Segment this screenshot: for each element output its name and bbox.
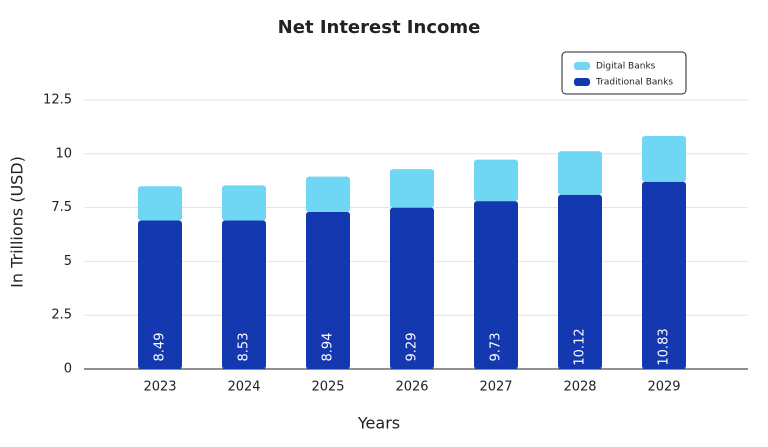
x-tick-label: 2024 bbox=[227, 380, 260, 395]
bar-segment bbox=[474, 201, 518, 369]
total-label: 8.49 bbox=[153, 333, 168, 362]
bar-segment bbox=[306, 211, 350, 369]
y-tick-label: 12.5 bbox=[43, 93, 72, 108]
x-tick-label: 2027 bbox=[479, 380, 512, 395]
bar-segment bbox=[306, 176, 350, 212]
x-tick-label: 2025 bbox=[311, 380, 344, 395]
legend-label: Traditional Banks bbox=[595, 78, 673, 88]
total-label: 9.73 bbox=[489, 333, 504, 362]
y-tick-label: 7.5 bbox=[51, 200, 72, 215]
total-label: 10.12 bbox=[573, 328, 588, 365]
bar-segment bbox=[138, 220, 182, 369]
bar-segment bbox=[222, 185, 266, 221]
total-label: 8.94 bbox=[321, 333, 336, 362]
legend-label: Digital Banks bbox=[596, 62, 656, 72]
bar-segment bbox=[642, 181, 686, 369]
bar-segment bbox=[642, 135, 686, 182]
legend-swatch bbox=[574, 78, 590, 86]
bar-segment bbox=[558, 151, 602, 195]
total-label: 9.29 bbox=[405, 333, 420, 362]
bar-segment bbox=[138, 186, 182, 221]
y-axis-label: In Trillions (USD) bbox=[8, 156, 27, 288]
x-tick-label: 2028 bbox=[563, 380, 596, 395]
legend-swatch bbox=[574, 62, 590, 70]
x-axis-label: Years bbox=[357, 414, 400, 433]
total-label: 8.53 bbox=[237, 333, 252, 362]
bar-segment bbox=[390, 169, 434, 208]
y-tick-label: 2.5 bbox=[51, 308, 72, 323]
y-tick-label: 0 bbox=[64, 362, 72, 377]
y-tick-label: 5 bbox=[64, 254, 72, 269]
legend-box bbox=[561, 51, 687, 95]
x-tick-label: 2023 bbox=[143, 380, 176, 395]
bar-segment bbox=[474, 159, 518, 202]
chart-title: Net Interest Income bbox=[278, 17, 481, 38]
bar-segment bbox=[558, 194, 602, 369]
x-tick-label: 2026 bbox=[395, 380, 428, 395]
bar-segment bbox=[390, 207, 434, 369]
x-tick-label: 2029 bbox=[647, 380, 680, 395]
y-tick-label: 10 bbox=[55, 146, 72, 161]
bar-segment bbox=[222, 220, 266, 369]
total-label: 10.83 bbox=[657, 328, 672, 365]
